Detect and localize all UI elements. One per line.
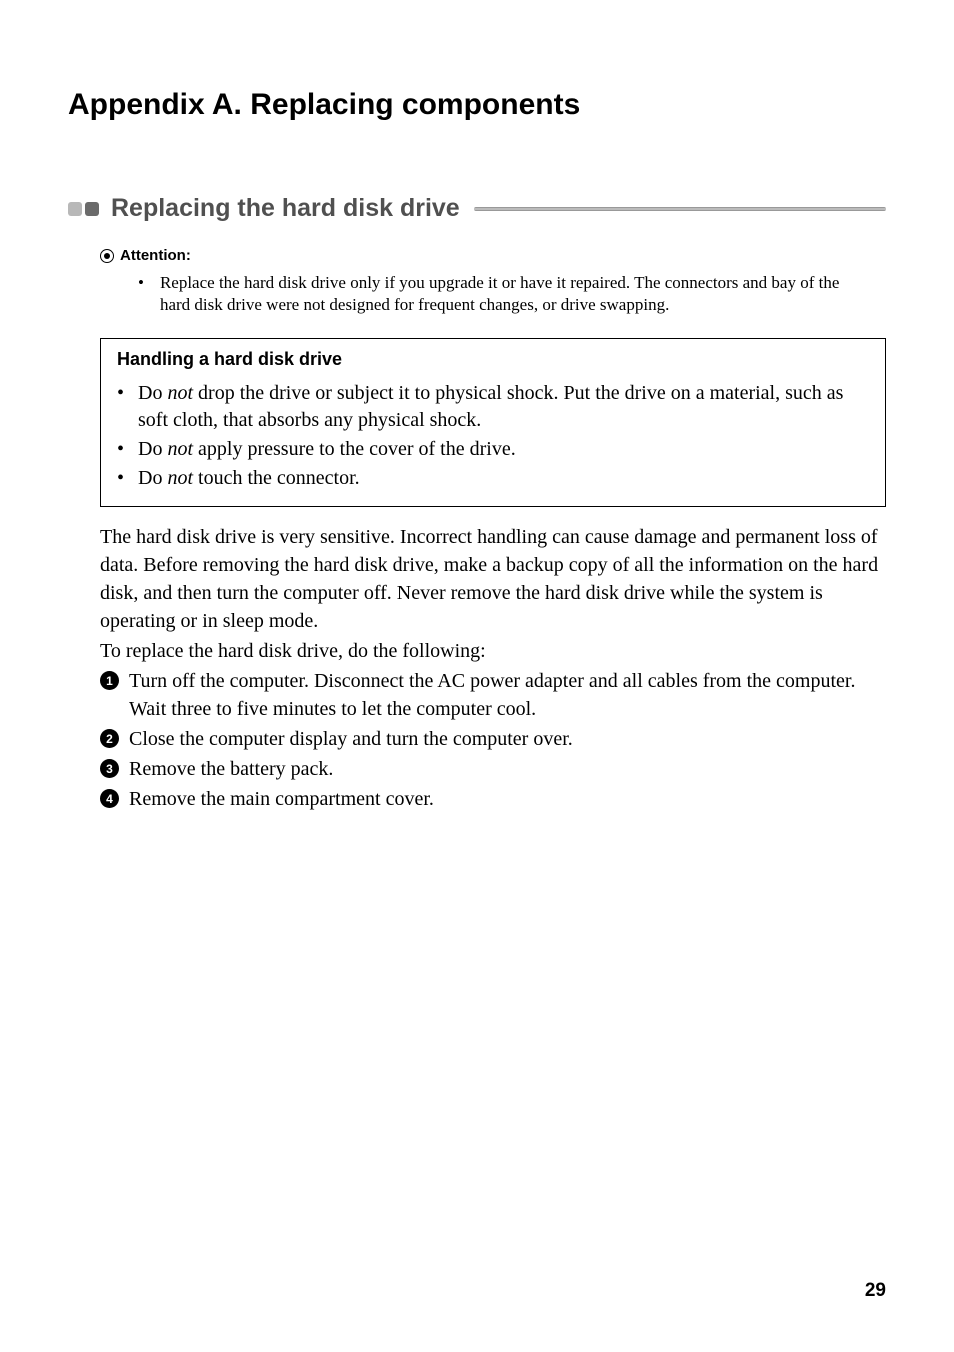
attention-icon: [100, 249, 114, 263]
body-paragraph: To replace the hard disk drive, do the f…: [100, 637, 886, 665]
step-number-icon: 1: [100, 671, 119, 690]
bullet-icon: •: [117, 465, 124, 492]
section-header: Replacing the hard disk drive: [68, 194, 886, 223]
attention-item: • Replace the hard disk drive only if yo…: [138, 272, 866, 316]
handling-text: Do not touch the connector.: [138, 465, 360, 492]
attention-icon-inner: [104, 253, 110, 259]
step-item: 2 Close the computer display and turn th…: [100, 725, 886, 753]
step-text: Remove the main compartment cover.: [129, 785, 886, 813]
page-number: 29: [865, 1280, 886, 1302]
handling-item: • Do not touch the connector.: [117, 465, 869, 492]
attention-header: Attention:: [100, 247, 886, 264]
handling-item: • Do not drop the drive or subject it to…: [117, 380, 869, 434]
attention-text: Replace the hard disk drive only if you …: [160, 272, 866, 316]
handling-item: • Do not apply pressure to the cover of …: [117, 436, 869, 463]
handling-box-title: Handling a hard disk drive: [117, 349, 869, 370]
step-number-icon: 2: [100, 729, 119, 748]
bullet-icon: •: [138, 272, 144, 316]
section-title: Replacing the hard disk drive: [111, 194, 460, 223]
handling-text: Do not drop the drive or subject it to p…: [138, 380, 869, 434]
body-paragraph: The hard disk drive is very sensitive. I…: [100, 523, 886, 635]
step-text: Turn off the computer. Disconnect the AC…: [129, 667, 886, 723]
steps-list: 1 Turn off the computer. Disconnect the …: [100, 667, 886, 813]
page-title: Appendix A. Replacing components: [68, 88, 886, 122]
section-decoration-blocks: [68, 202, 99, 216]
step-number-icon: 3: [100, 759, 119, 778]
step-number-icon: 4: [100, 789, 119, 808]
handling-list: • Do not drop the drive or subject it to…: [117, 380, 869, 492]
block-dark: [85, 202, 99, 216]
step-text: Remove the battery pack.: [129, 755, 886, 783]
bullet-icon: •: [117, 436, 124, 463]
step-item: 4 Remove the main compartment cover.: [100, 785, 886, 813]
handling-box: Handling a hard disk drive • Do not drop…: [100, 338, 886, 507]
step-item: 3 Remove the battery pack.: [100, 755, 886, 783]
handling-text: Do not apply pressure to the cover of th…: [138, 436, 516, 463]
attention-label: Attention:: [120, 247, 191, 264]
step-text: Close the computer display and turn the …: [129, 725, 886, 753]
step-item: 1 Turn off the computer. Disconnect the …: [100, 667, 886, 723]
section-line-decoration: [474, 207, 886, 211]
block-light: [68, 202, 82, 216]
bullet-icon: •: [117, 380, 124, 434]
